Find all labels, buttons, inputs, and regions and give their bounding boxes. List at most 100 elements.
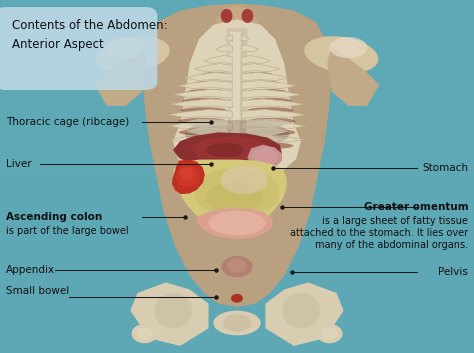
- Polygon shape: [180, 119, 228, 127]
- Polygon shape: [173, 19, 301, 178]
- Bar: [0, 238, 474, 247]
- Bar: [0, 124, 474, 132]
- Bar: [0, 327, 474, 335]
- Bar: [0, 282, 474, 291]
- Polygon shape: [190, 135, 228, 144]
- Ellipse shape: [185, 120, 289, 148]
- Bar: [0, 141, 474, 150]
- Polygon shape: [204, 55, 232, 64]
- Bar: [0, 115, 474, 124]
- Polygon shape: [216, 5, 258, 32]
- Ellipse shape: [96, 36, 170, 73]
- Bar: [0, 0, 474, 9]
- Polygon shape: [216, 45, 232, 53]
- Polygon shape: [168, 109, 232, 118]
- FancyBboxPatch shape: [0, 7, 157, 90]
- Polygon shape: [242, 35, 249, 42]
- Polygon shape: [172, 160, 205, 194]
- Bar: [0, 71, 474, 79]
- Ellipse shape: [247, 107, 293, 114]
- Bar: [0, 168, 474, 176]
- Ellipse shape: [181, 143, 227, 149]
- Polygon shape: [173, 89, 232, 98]
- Ellipse shape: [316, 324, 342, 343]
- Polygon shape: [171, 134, 232, 143]
- Bar: [0, 344, 474, 353]
- Bar: [0, 221, 474, 229]
- Polygon shape: [247, 145, 282, 169]
- Ellipse shape: [206, 143, 244, 157]
- Ellipse shape: [247, 143, 293, 149]
- Ellipse shape: [251, 147, 278, 166]
- Ellipse shape: [213, 311, 261, 335]
- Polygon shape: [185, 72, 232, 81]
- Polygon shape: [142, 4, 332, 307]
- Ellipse shape: [304, 36, 378, 73]
- Text: Ascending colon: Ascending colon: [6, 212, 102, 222]
- Bar: [0, 309, 474, 318]
- Ellipse shape: [247, 129, 295, 136]
- Ellipse shape: [321, 328, 337, 340]
- Text: Greater omentum: Greater omentum: [364, 202, 468, 211]
- Bar: [0, 335, 474, 344]
- Bar: [0, 265, 474, 274]
- Polygon shape: [225, 35, 232, 42]
- Ellipse shape: [179, 167, 193, 180]
- Ellipse shape: [329, 37, 367, 58]
- Polygon shape: [265, 282, 344, 346]
- Ellipse shape: [137, 328, 153, 340]
- Ellipse shape: [221, 256, 252, 277]
- Text: Liver: Liver: [6, 159, 31, 169]
- Ellipse shape: [282, 293, 320, 328]
- Ellipse shape: [154, 293, 192, 328]
- Bar: [0, 300, 474, 309]
- Bar: [0, 212, 474, 221]
- Ellipse shape: [209, 211, 265, 235]
- Ellipse shape: [220, 9, 232, 23]
- Polygon shape: [178, 80, 232, 89]
- Ellipse shape: [228, 258, 246, 273]
- Ellipse shape: [241, 9, 253, 23]
- Bar: [0, 9, 474, 18]
- Bar: [0, 159, 474, 168]
- Bar: [0, 150, 474, 159]
- Ellipse shape: [231, 294, 243, 303]
- Ellipse shape: [220, 166, 268, 194]
- Ellipse shape: [179, 118, 227, 124]
- Bar: [0, 274, 474, 282]
- Bar: [0, 62, 474, 71]
- Polygon shape: [242, 99, 303, 108]
- Polygon shape: [242, 64, 280, 72]
- Text: Contents of the Abdomen:
Anterior Aspect: Contents of the Abdomen: Anterior Aspect: [12, 19, 167, 52]
- Bar: [0, 247, 474, 256]
- Ellipse shape: [194, 168, 280, 217]
- Ellipse shape: [176, 166, 201, 187]
- Bar: [0, 256, 474, 265]
- Bar: [0, 132, 474, 141]
- Ellipse shape: [131, 324, 157, 343]
- Polygon shape: [190, 136, 268, 162]
- Polygon shape: [171, 99, 232, 108]
- Bar: [0, 53, 474, 62]
- Ellipse shape: [107, 37, 145, 58]
- Bar: [0, 44, 474, 53]
- Polygon shape: [242, 80, 296, 89]
- Bar: [0, 229, 474, 238]
- Text: Thoracic cage (ribcage): Thoracic cage (ribcage): [6, 117, 129, 127]
- Bar: [0, 176, 474, 185]
- Ellipse shape: [182, 98, 228, 104]
- Polygon shape: [242, 55, 270, 64]
- Text: many of the abdominal organs.: many of the abdominal organs.: [315, 240, 468, 250]
- Polygon shape: [227, 28, 247, 155]
- Bar: [0, 35, 474, 44]
- Text: Stomach: Stomach: [422, 163, 468, 173]
- Polygon shape: [242, 72, 289, 81]
- Bar: [0, 194, 474, 203]
- Text: Small bowel: Small bowel: [6, 286, 69, 296]
- Ellipse shape: [201, 72, 231, 78]
- Ellipse shape: [245, 81, 282, 87]
- Polygon shape: [242, 134, 303, 143]
- Text: Pelvis: Pelvis: [438, 267, 468, 277]
- Bar: [0, 26, 474, 35]
- Polygon shape: [242, 45, 258, 53]
